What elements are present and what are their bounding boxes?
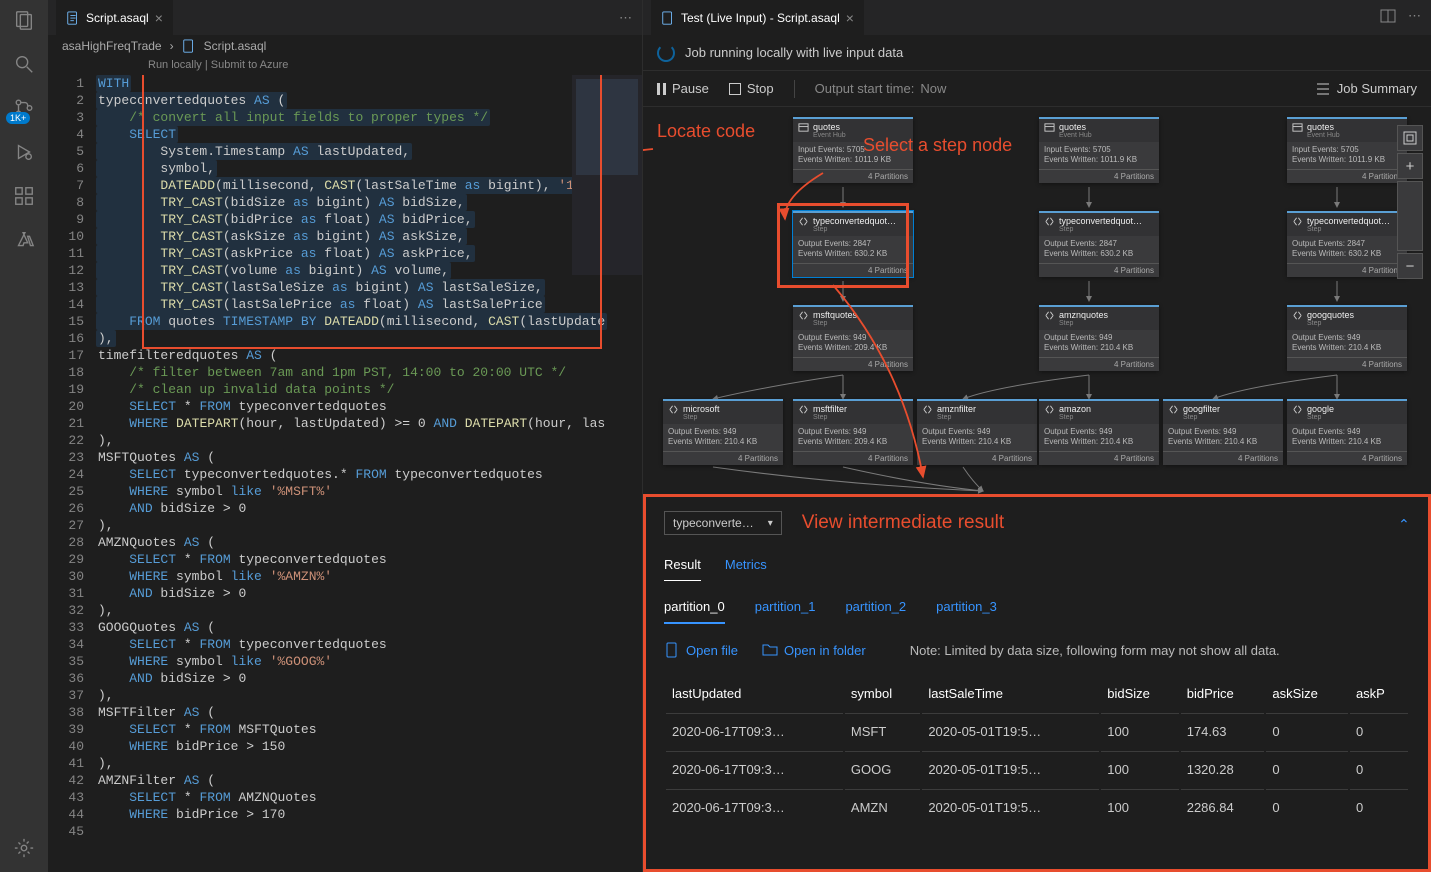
annotation-locate: Locate code [657,121,755,142]
job-status-bar: Job running locally with live input data [643,35,1431,71]
partition-0[interactable]: partition_0 [664,599,725,624]
line-gutter: 1234567891011121314151617181920212223242… [48,75,98,872]
diagram-node[interactable]: msftfilterStepOutput Events: 949Events W… [793,399,913,465]
breadcrumb[interactable]: asaHighFreqTrade › Script.asaql [48,35,642,57]
test-tab-bar: Test (Live Input) - Script.asaql × ⋯ [643,0,1431,35]
spinner-icon [657,44,675,62]
explorer-icon[interactable] [12,8,36,32]
close-icon[interactable]: × [846,10,854,26]
file-icon [661,11,675,25]
diagram-node[interactable]: googquotesStepOutput Events: 949Events W… [1287,305,1407,371]
code-editor[interactable]: 1234567891011121314151617181920212223242… [48,75,642,872]
collapse-icon[interactable]: ⌄ [1398,515,1410,532]
partition-3[interactable]: partition_3 [936,599,997,624]
source-control-icon[interactable]: 1K+ [12,96,36,120]
col-header[interactable]: askSize [1266,676,1348,711]
diagram-node[interactable]: quotesEvent HubInput Events: 5705Events … [1287,117,1407,183]
search-icon[interactable] [12,52,36,76]
editor-pane: Script.asaql × ⋯ asaHighFreqTrade › Scri… [48,0,643,872]
stop-button[interactable]: Stop [729,81,774,96]
col-header[interactable]: bidSize [1101,676,1178,711]
file-icon [664,642,680,658]
extensions-icon[interactable] [12,184,36,208]
editor-tab-bar: Script.asaql × ⋯ [48,0,642,35]
annotation-result: View intermediate result [802,512,1004,534]
table-row[interactable]: 2020-06-17T09:3…GOOG2020-05-01T19:5…1001… [666,751,1408,787]
tab-metrics[interactable]: Metrics [725,557,767,581]
more-icon[interactable]: ⋯ [619,10,632,26]
results-table: lastUpdatedsymbollastSaleTimebidSizebidP… [664,674,1410,827]
tab-label: Test (Live Input) - Script.asaql [681,11,840,25]
table-row[interactable]: 2020-06-17T09:3…MSFT2020-05-01T19:5…1001… [666,713,1408,749]
diagram-node[interactable]: googfilterStepOutput Events: 949Events W… [1163,399,1283,465]
code-content[interactable]: WITHtypeconvertedquotes AS ( /* convert … [98,75,642,872]
azure-icon[interactable] [12,228,36,252]
chevron-down-icon: ▾ [768,518,773,529]
results-panel: typeconverte… ▾ View intermediate result… [643,494,1431,872]
open-file-link[interactable]: Open file [664,642,738,658]
annotation-select: Select a step node [863,135,1012,156]
diagram-node[interactable]: amznquotesStepOutput Events: 949Events W… [1039,305,1159,371]
result-tabs: Result Metrics [664,557,1410,581]
zoom-controls: + − [1397,125,1423,279]
diagram-node[interactable]: msftquotesStepOutput Events: 949Events W… [793,305,913,371]
codelens[interactable]: Run locally | Submit to Azure [48,57,642,75]
diagram-node[interactable]: typeconvertedquot…StepOutput Events: 284… [793,211,913,277]
editor-tab-script[interactable]: Script.asaql × [56,0,173,35]
settings-icon[interactable] [12,836,36,860]
open-folder-link[interactable]: Open in folder [762,642,866,658]
diagram-node[interactable]: quotesEvent HubInput Events: 5705Events … [1039,117,1159,183]
col-header[interactable]: lastUpdated [666,676,843,711]
job-diagram[interactable]: Locate code Select a step node [643,107,1431,872]
pause-button[interactable]: Pause [657,81,709,96]
col-header[interactable]: bidPrice [1181,676,1265,711]
tab-label: Script.asaql [86,11,149,25]
table-row[interactable]: 2020-06-17T09:3…AMZN2020-05-01T19:5…1002… [666,789,1408,825]
diagram-node[interactable]: amznfilterStepOutput Events: 949Events W… [917,399,1037,465]
file-icon [182,39,196,53]
folder-icon [762,642,778,658]
status-text: Job running locally with live input data [685,45,903,60]
diagram-node[interactable]: typeconvertedquot…StepOutput Events: 284… [1039,211,1159,277]
diagram-node[interactable]: typeconvertedquot…StepOutput Events: 284… [1287,211,1407,277]
zoom-out-button[interactable]: − [1397,253,1423,279]
zoom-in-button[interactable]: + [1397,153,1423,179]
list-icon [1315,82,1331,96]
col-header[interactable]: lastSaleTime [922,676,1099,711]
pause-icon [657,83,666,95]
test-tab[interactable]: Test (Live Input) - Script.asaql × [651,0,864,35]
scm-badge: 1K+ [6,112,30,124]
activity-bar: 1K+ [0,0,48,872]
minimap[interactable] [572,75,642,275]
output-start-time: Output start time: Now [815,81,947,96]
results-note: Note: Limited by data size, following fo… [910,643,1280,658]
stop-icon [729,83,741,95]
file-icon [66,11,80,25]
fit-button[interactable] [1397,125,1423,151]
partition-2[interactable]: partition_2 [845,599,906,624]
partition-tabs: partition_0 partition_1 partition_2 part… [664,599,1410,624]
step-selector[interactable]: typeconverte… ▾ [664,511,782,535]
col-header[interactable]: askP [1350,676,1408,711]
partition-1[interactable]: partition_1 [755,599,816,624]
split-icon[interactable] [1380,8,1396,27]
tab-result[interactable]: Result [664,557,701,581]
job-summary-button[interactable]: Job Summary [1315,81,1417,96]
zoom-slider[interactable] [1397,181,1423,251]
col-header[interactable]: symbol [845,676,920,711]
diagram-node[interactable]: amazonStepOutput Events: 949Events Writt… [1039,399,1159,465]
close-icon[interactable]: × [155,10,163,26]
diagram-node[interactable]: microsoftStepOutput Events: 949Events Wr… [663,399,783,465]
test-pane: Test (Live Input) - Script.asaql × ⋯ Job… [643,0,1431,872]
diagram-node[interactable]: googleStepOutput Events: 949Events Writt… [1287,399,1407,465]
run-debug-icon[interactable] [12,140,36,164]
job-toolbar: Pause Stop Output start time: Now Job Su… [643,71,1431,107]
more-icon[interactable]: ⋯ [1408,8,1421,27]
